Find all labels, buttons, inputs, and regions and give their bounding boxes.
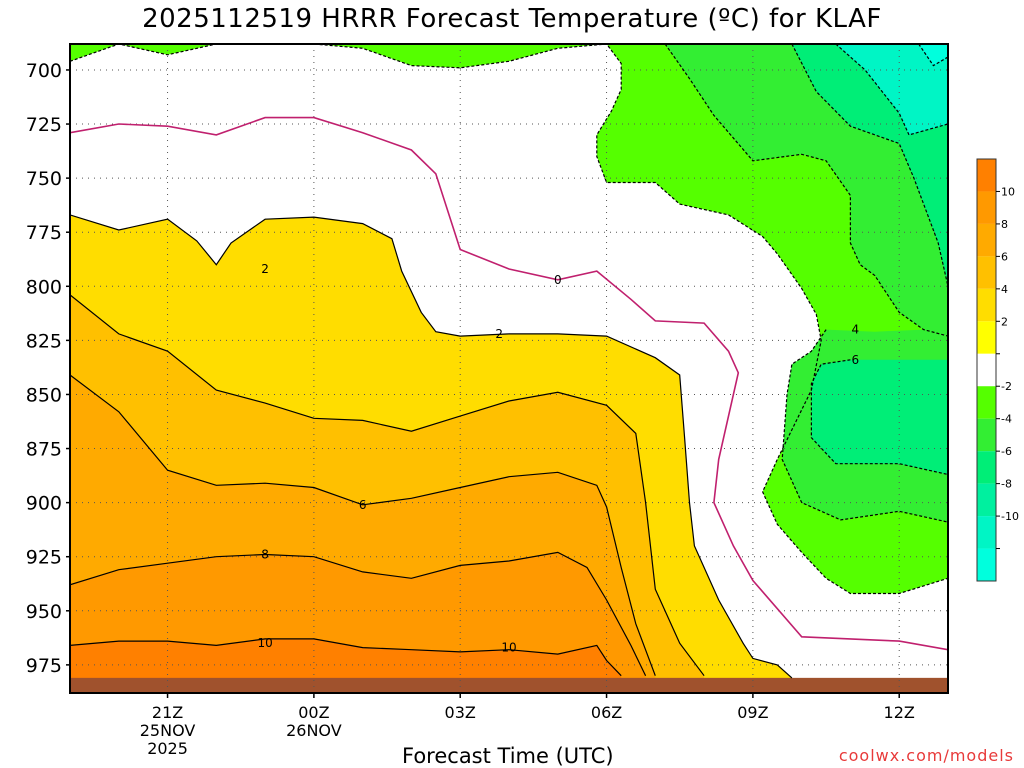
x-tick-label: 06Z [591, 703, 622, 722]
contour-label: 2 [261, 262, 269, 276]
plot-frame [69, 43, 949, 694]
chart-title: 2025112519 HRRR Forecast Temperature (ºC… [142, 4, 882, 34]
contour-line--6-b [791, 44, 948, 287]
credit-link[interactable]: coolwx.com/models [838, 746, 1014, 765]
y-tick-label: 725 [26, 114, 62, 136]
colorbar-label: -4 [1001, 413, 1012, 426]
y-tick-label: 975 [26, 655, 62, 677]
temp-band-minus6-pocket [811, 359, 948, 475]
colorbar-label: -8 [1001, 478, 1012, 491]
plot-area: 0 2 2 6 8 10 10 4 6 [70, 44, 948, 693]
colorbar-swatch [977, 353, 996, 387]
contour-line--4-b [781, 329, 948, 523]
ground-surface [70, 677, 948, 693]
contour-line-10 [70, 638, 622, 677]
contour-label: 2 [495, 327, 503, 341]
y-tick-label: 750 [26, 168, 62, 190]
colorbar-swatch [977, 321, 996, 354]
colorbar-swatch [977, 159, 996, 192]
contour-line-4 [70, 294, 705, 677]
x-tick-label: 00Z [298, 703, 329, 722]
contour-line-2 [70, 214, 793, 679]
colorbar-label: -10 [1001, 510, 1019, 523]
y-tick-label: 775 [26, 222, 62, 244]
y-tick-label: 950 [26, 601, 62, 623]
colorbar-swatch [977, 548, 996, 581]
colorbar: 10 8 6 4 2 -2 -4 -6 -8 -10 [976, 158, 1019, 582]
y-tick-label: 875 [26, 439, 62, 461]
colorbar-label: 2 [1001, 315, 1008, 328]
contour-label: 6 [852, 353, 860, 367]
colorbar-label: -2 [1001, 380, 1012, 393]
colorbar-swatch [977, 223, 996, 257]
y-tick-label: 825 [26, 330, 62, 352]
temp-band-minus2 [70, 44, 948, 594]
colorbar-frame [976, 158, 997, 582]
contour-line--8-b [918, 44, 948, 67]
colorbar-label: 10 [1001, 185, 1015, 198]
x-tick-label: 03Z [445, 703, 476, 722]
contour-line--6 [810, 359, 948, 476]
colorbar-swatch [977, 191, 996, 224]
y-tick-label: 925 [26, 547, 62, 569]
temp-band-minus8 [835, 44, 948, 135]
colorbar-swatch [977, 288, 996, 322]
y-tick-label: 700 [26, 60, 62, 82]
colorbar-label: -6 [1001, 445, 1012, 458]
colorbar-label: 8 [1001, 218, 1008, 231]
x-tick-year: 2025 [147, 739, 188, 758]
colorbar-swatch [977, 516, 996, 549]
colorbar-swatch [977, 451, 996, 484]
contour-line--2 [70, 44, 948, 595]
y-tick-label: 850 [26, 384, 62, 406]
colorbar-swatch [977, 483, 996, 517]
contour-label: 8 [261, 548, 269, 562]
temp-band-minus10 [918, 44, 948, 66]
x-tick-label: 09Z [737, 703, 768, 722]
contour-line--4 [664, 44, 948, 337]
colorbar-swatch [977, 418, 996, 452]
x-tick-date: 26NOV [286, 721, 342, 740]
colorbar-label: 4 [1001, 283, 1008, 296]
x-axis-title: Forecast Time (UTC) [402, 744, 614, 768]
contour-line--8 [835, 44, 948, 136]
y-tick-label: 800 [26, 276, 62, 298]
contour-line-8 [70, 551, 647, 676]
contour-label: 6 [359, 498, 367, 512]
contour-label: 0 [554, 273, 562, 287]
contour-label: 10 [501, 641, 516, 655]
colorbar-swatch [977, 256, 996, 289]
contour-line-0 [70, 116, 948, 651]
y-tick-label: 900 [26, 493, 62, 515]
contour-line-6 [70, 374, 656, 676]
colorbar-swatch [977, 386, 996, 419]
x-tick-date: 25NOV [140, 721, 196, 740]
x-tick-label: 21Z [152, 703, 183, 722]
contour-label: 10 [257, 636, 272, 650]
colorbar-label: 6 [1001, 250, 1008, 263]
x-tick-label: 12Z [884, 703, 915, 722]
contour-label: 4 [852, 323, 860, 337]
